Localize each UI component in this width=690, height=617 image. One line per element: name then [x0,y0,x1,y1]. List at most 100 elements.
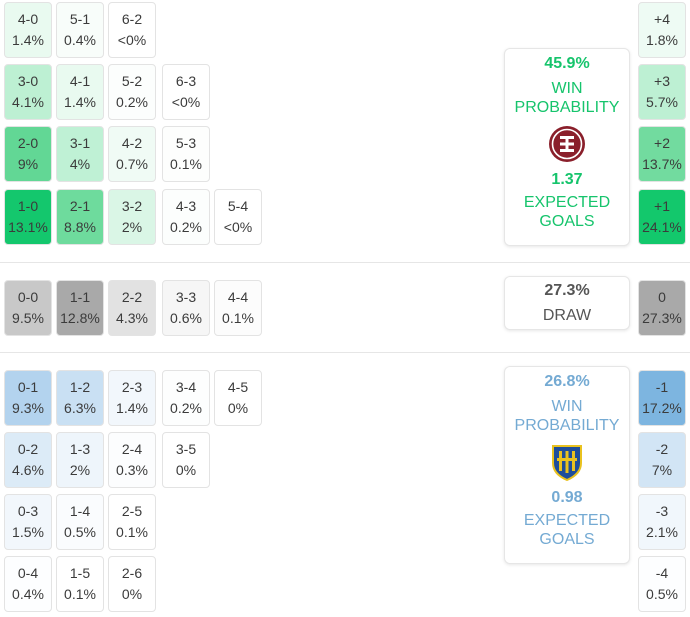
score-cell-3-3: 3-3 0.6% [162,280,210,336]
score-label: 1-4 [69,503,91,519]
score-probability: 13.1% [8,219,48,235]
score-probability: 8.8% [64,219,96,235]
score-probability: 4.1% [12,94,44,110]
score-probability: 0.1% [170,156,202,172]
score-cell-5-4: 5-4 <0% [214,189,262,245]
score-probability: 1.5% [12,524,44,540]
score-cell-3-0: 3-0 4.1% [4,64,52,120]
score-probability: 1.4% [116,400,148,416]
margin-label: -3 [655,503,669,519]
score-label: 5-1 [69,11,91,27]
score-cell-5-3: 5-3 0.1% [162,126,210,182]
margin-label: +2 [654,135,670,151]
margin-probability: 1.8% [646,32,678,48]
score-cell-2-0: 2-0 9% [4,126,52,182]
score-cell-4-4: 4-4 0.1% [214,280,262,336]
score-label: 4-4 [227,289,249,305]
section-divider [0,262,690,263]
draw-label: DRAW [542,307,592,324]
score-probability: 0% [175,462,197,478]
margin-cell-plus-2: +2 13.7% [638,126,686,182]
score-probability: 0.2% [116,94,148,110]
margin-label: +3 [654,73,670,89]
margin-label: -1 [655,379,669,395]
score-label: 4-5 [227,379,249,395]
margin-label: -2 [655,441,669,457]
score-cell-2-1: 2-1 8.8% [56,189,104,245]
margin-probability: 13.7% [642,156,682,172]
score-probability: 0.1% [64,586,96,602]
score-label: 6-3 [175,73,197,89]
score-cell-0-4: 0-4 0.4% [4,556,52,612]
score-label: 2-0 [17,135,39,151]
score-probability: 9.5% [12,310,44,326]
score-cell-3-1: 3-1 4% [56,126,104,182]
score-probability: 12.8% [60,310,100,326]
score-cell-1-2: 1-2 6.3% [56,370,104,426]
score-cell-2-2: 2-2 4.3% [108,280,156,336]
lanus-crest-icon [549,126,585,162]
score-label: 3-5 [175,441,197,457]
score-label: 4-2 [121,135,143,151]
margin-label: 0 [658,289,666,305]
score-cell-0-1: 0-1 9.3% [4,370,52,426]
away-win-card: 26.8% WIN PROBABILITY 0.98 EXPECTED GOAL… [504,366,630,564]
score-probability: 2% [69,462,91,478]
score-probability: 0.5% [64,524,96,540]
score-probability: <0% [117,32,147,48]
margin-cell-zero: 0 27.3% [638,280,686,336]
score-label: 2-5 [121,503,143,519]
score-label: 1-1 [69,289,91,305]
score-label: 0-2 [17,441,39,457]
away-win-label: WIN PROBABILITY [514,398,620,434]
margin-probability: 2.1% [646,524,678,540]
score-probability: 4.3% [116,310,148,326]
margin-probability: 24.1% [642,219,682,235]
margin-cell-minus-4: -4 0.5% [638,556,686,612]
score-cell-1-0: 1-0 13.1% [4,189,52,245]
score-cell-4-1: 4-1 1.4% [56,64,104,120]
margin-probability: 5.7% [646,94,678,110]
score-probability: 0% [121,586,143,602]
score-probability: 0.6% [170,310,202,326]
draw-card: 27.3% DRAW [504,276,630,330]
score-probability: <0% [171,94,201,110]
score-probability: 0.2% [170,400,202,416]
score-cell-6-3: 6-3 <0% [162,64,210,120]
score-label: 0-0 [17,289,39,305]
score-probability: 9% [17,156,39,172]
margin-probability: 27.3% [642,310,682,326]
score-probability: 0.3% [116,462,148,478]
score-probability: 1.4% [64,94,96,110]
draw-probability: 27.3% [544,282,590,299]
margin-probability: 7% [651,462,673,478]
score-label: 3-2 [121,198,143,214]
score-probability: 4.6% [12,462,44,478]
score-label: 2-3 [121,379,143,395]
score-label: 0-1 [17,379,39,395]
score-probability: 0.7% [116,156,148,172]
score-label: 1-5 [69,565,91,581]
score-cell-0-3: 0-3 1.5% [4,494,52,550]
score-cell-1-1: 1-1 12.8% [56,280,104,336]
margin-cell-minus-2: -2 7% [638,432,686,488]
score-label: 1-2 [69,379,91,395]
score-probability: 6.3% [64,400,96,416]
score-label: 4-1 [69,73,91,89]
margin-probability: 17.2% [642,400,682,416]
score-label: 2-6 [121,565,143,581]
margin-cell-plus-4: +4 1.8% [638,2,686,58]
score-cell-5-1: 5-1 0.4% [56,2,104,58]
score-probability: 1.4% [12,32,44,48]
score-label: 3-3 [175,289,197,305]
score-probability: <0% [223,219,253,235]
home-win-card: 45.9% WIN PROBABILITY 1.37 EXPECTED GOAL… [504,48,630,246]
score-label: 4-0 [17,11,39,27]
score-cell-3-2: 3-2 2% [108,189,156,245]
score-label: 1-3 [69,441,91,457]
score-label: 5-4 [227,198,249,214]
margin-cell-minus-1: -1 17.2% [638,370,686,426]
margin-label: +1 [654,198,670,214]
home-win-label: WIN PROBABILITY [514,80,620,116]
score-label: 3-1 [69,135,91,151]
